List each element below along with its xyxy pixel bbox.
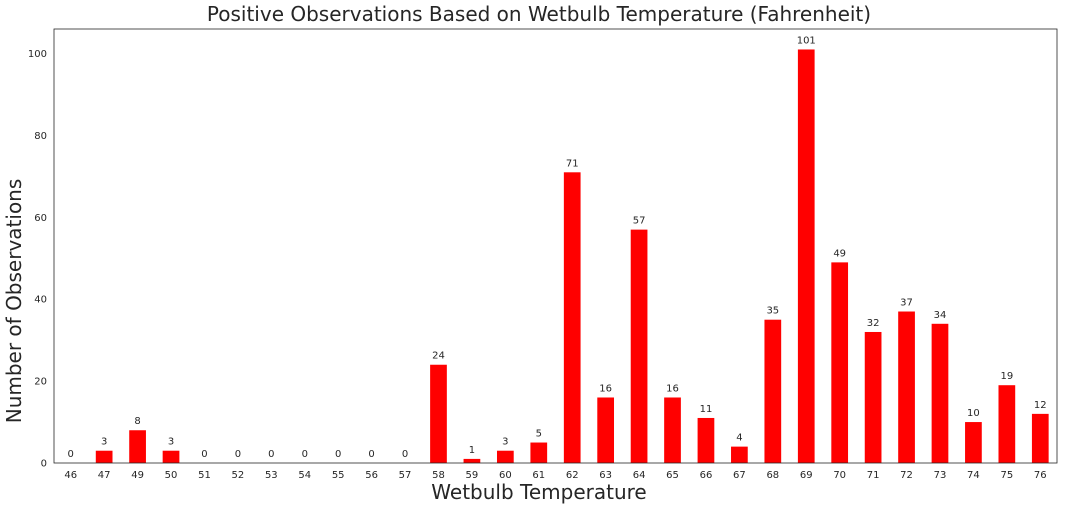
y-tick-label: 60 [34,213,47,224]
bar-value-label: 10 [967,408,980,419]
bar-value-label: 101 [797,35,816,46]
bar-value-label: 71 [566,158,579,169]
x-tick-label: 50 [165,470,178,481]
x-tick-label: 54 [298,470,311,481]
bar-value-label: 16 [666,383,679,394]
bar-66 [697,417,715,463]
x-tick-label: 58 [432,470,445,481]
x-tick-label: 59 [466,470,479,481]
y-tick-label: 20 [34,377,47,388]
x-tick-label: 72 [900,470,913,481]
bar-74 [965,422,982,463]
bar-value-label: 37 [900,298,913,309]
x-tick-label: 71 [867,470,880,481]
bar-value-label: 0 [402,449,408,460]
bar-value-label: 0 [201,449,207,460]
x-tick-label: 63 [599,470,612,481]
x-tick-label: 56 [365,470,378,481]
bar-value-label: 3 [101,437,107,448]
x-tick-label: 53 [265,470,278,481]
bar-value-label: 16 [599,383,612,394]
bar-value-label: 5 [536,429,542,440]
bar-58 [430,364,447,463]
y-tick-label: 100 [28,49,47,60]
x-tick-label: 74 [967,470,980,481]
bar-value-label: 11 [700,404,713,415]
bar-value-label: 1 [469,445,475,456]
bar-47 [95,450,113,463]
bar-70 [831,262,849,463]
bar-61 [530,442,548,463]
x-tick-label: 57 [399,470,412,481]
plot-frame [53,28,1058,464]
bar-76 [1031,413,1049,463]
bar-value-label: 34 [934,310,947,321]
bar-68 [764,319,782,463]
bar-62 [563,172,581,463]
chart-title: Positive Observations Based on Wetbulb T… [207,2,871,26]
x-tick-label: 64 [633,470,646,481]
x-tick-label: 51 [198,470,211,481]
y-tick-label: 0 [41,459,47,470]
bar-60 [496,450,514,463]
bar-value-label: 0 [235,449,241,460]
x-tick-label: 65 [666,470,679,481]
bar-75 [998,385,1016,463]
bar-value-label: 8 [134,416,140,427]
bar-value-label: 0 [335,449,341,460]
bar-69 [797,49,815,463]
x-tick-label: 70 [833,470,846,481]
x-tick-label: 66 [700,470,713,481]
bar-72 [898,311,915,463]
x-tick-label: 49 [131,470,144,481]
bar-71 [864,331,882,463]
bar-63 [597,397,615,463]
x-tick-label: 46 [64,470,77,481]
x-tick-label: 69 [800,470,813,481]
x-tick-labels: 46 47 49 50 51 52 53 54 55 56 57 58 59 60 61 62 63 64 65 66… [64,470,1046,481]
y-axis-label: Number of Observations [2,179,26,424]
bar-value-label: 35 [766,306,779,317]
bar-value-label: 32 [867,318,880,329]
bar-value-label: 12 [1034,400,1047,411]
bar-value-label: 0 [368,449,374,460]
x-tick-label: 61 [532,470,545,481]
bar-value-label: 0 [268,449,274,460]
bar-value-label: 0 [68,449,74,460]
x-axis-label: Wetbulb Temperature [431,480,646,504]
x-tick-label: 62 [566,470,579,481]
bar-value-label: 3 [502,437,508,448]
x-tick-label: 75 [1000,470,1013,481]
x-tick-label: 47 [98,470,111,481]
bar-73 [931,323,949,463]
bar-value-label: 19 [1000,371,1013,382]
bar-value-label: 57 [633,216,646,227]
bar-50 [162,450,180,463]
x-tick-label: 68 [766,470,779,481]
bar-value-label: 4 [736,433,742,444]
y-tick-label: 80 [34,131,47,142]
x-tick-label: 76 [1034,470,1047,481]
y-tick-label: 40 [34,295,47,306]
bar-value-label: 49 [833,248,846,259]
x-tick-label: 73 [934,470,947,481]
bar-67 [731,446,748,463]
bar-value-label: 24 [432,351,445,362]
bar-49 [129,430,146,463]
bars-group [95,49,1049,463]
bar-value-label: 3 [168,437,174,448]
bar-value-label: 0 [302,449,308,460]
x-tick-label: 60 [499,470,512,481]
x-tick-label: 55 [332,470,345,481]
x-tick-label: 67 [733,470,746,481]
y-tick-labels: 0 20 40 60 80 100 [28,49,47,469]
x-tick-label: 52 [232,470,245,481]
bar-64 [630,229,648,463]
bar-65 [664,397,681,463]
bar-59 [463,458,481,463]
